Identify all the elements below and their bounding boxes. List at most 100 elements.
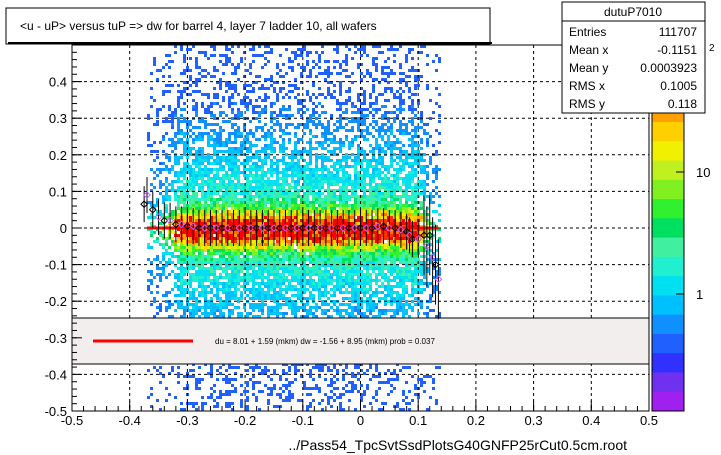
heatmap-cell (354, 384, 358, 387)
heatmap-cell (348, 195, 352, 198)
heatmap-cell (219, 159, 223, 162)
heatmap-cell (258, 315, 262, 318)
heatmap-cell (246, 249, 250, 252)
heatmap-cell (333, 258, 337, 261)
heatmap-cell (198, 261, 202, 264)
heatmap-cell (255, 126, 259, 129)
heatmap-cell (351, 57, 355, 60)
heatmap-cell (318, 255, 322, 258)
heatmap-cell (213, 390, 217, 393)
heatmap-cell (315, 222, 319, 225)
heatmap-cell (273, 273, 277, 276)
heatmap-cell (210, 243, 214, 246)
heatmap-cell (366, 171, 370, 174)
heatmap-cell (294, 222, 298, 225)
heatmap-cell (246, 201, 250, 204)
heatmap-cell (261, 165, 265, 168)
heatmap-cell (360, 297, 364, 300)
heatmap-cell (285, 300, 289, 303)
heatmap-cell (204, 111, 208, 114)
heatmap-cell (327, 249, 331, 252)
heatmap-cell (276, 237, 280, 240)
heatmap-cell (333, 288, 337, 291)
heatmap-cell (267, 96, 271, 99)
heatmap-cell (210, 195, 214, 198)
heatmap-cell (306, 264, 310, 267)
heatmap-cell (165, 186, 169, 189)
heatmap-cell (315, 258, 319, 261)
heatmap-cell (201, 192, 205, 195)
heatmap-cell (249, 63, 253, 66)
heatmap-cell (198, 291, 202, 294)
heatmap-cell (183, 216, 187, 219)
heatmap-cell (180, 402, 184, 405)
heatmap-cell (255, 264, 259, 267)
heatmap-cell (207, 171, 211, 174)
heatmap-cell (228, 285, 232, 288)
heatmap-cell (240, 270, 244, 273)
heatmap-cell (369, 96, 373, 99)
heatmap-cell (222, 261, 226, 264)
heatmap-cell (210, 246, 214, 249)
heatmap-cell (294, 96, 298, 99)
heatmap-cell (294, 150, 298, 153)
heatmap-cell (174, 162, 178, 165)
heatmap-cell (258, 150, 262, 153)
heatmap-cell (240, 240, 244, 243)
heatmap-cell (246, 198, 250, 201)
heatmap-cell (240, 384, 244, 387)
heatmap-cell (168, 234, 172, 237)
heatmap-cell (279, 159, 283, 162)
heatmap-cell (234, 264, 238, 267)
heatmap-cell (162, 150, 166, 153)
heatmap-cell (150, 393, 154, 396)
heatmap-cell (291, 156, 295, 159)
heatmap-cell (282, 159, 286, 162)
heatmap-cell (231, 189, 235, 192)
heatmap-cell (213, 117, 217, 120)
heatmap-cell (216, 276, 220, 279)
heatmap-cell (366, 195, 370, 198)
heatmap-cell (363, 93, 367, 96)
heatmap-cell (213, 87, 217, 90)
heatmap-cell (276, 183, 280, 186)
heatmap-cell (219, 222, 223, 225)
heatmap-cell (294, 276, 298, 279)
heatmap-cell (225, 243, 229, 246)
heatmap-cell (237, 270, 241, 273)
heatmap-cell (342, 60, 346, 63)
heatmap-cell (309, 204, 313, 207)
heatmap-cell (237, 366, 241, 369)
heatmap-cell (219, 165, 223, 168)
heatmap-cell (156, 156, 160, 159)
heatmap-cell (342, 261, 346, 264)
heatmap-cell (348, 156, 352, 159)
heatmap-cell (213, 69, 217, 72)
heatmap-cell (159, 69, 163, 72)
heatmap-cell (240, 267, 244, 270)
heatmap-cell (219, 168, 223, 171)
heatmap-cell (348, 231, 352, 234)
heatmap-cell (303, 216, 307, 219)
heatmap-cell (288, 138, 292, 141)
heatmap-cell (330, 306, 334, 309)
heatmap-cell (282, 189, 286, 192)
heatmap-cell (336, 45, 340, 48)
heatmap-cell (231, 210, 235, 213)
heatmap-cell (348, 267, 352, 270)
heatmap-cell (147, 288, 151, 291)
heatmap-cell (345, 156, 349, 159)
heatmap-cell (312, 219, 316, 222)
heatmap-cell (162, 294, 166, 297)
heatmap-cell (246, 204, 250, 207)
heatmap-cell (279, 189, 283, 192)
heatmap-cell (330, 141, 334, 144)
heatmap-cell (279, 135, 283, 138)
heatmap-cell (207, 252, 211, 255)
heatmap-cell (315, 243, 319, 246)
heatmap-cell (264, 180, 268, 183)
heatmap-cell (273, 180, 277, 183)
heatmap-cell (291, 219, 295, 222)
heatmap-cell (249, 180, 253, 183)
heatmap-cell (216, 252, 220, 255)
